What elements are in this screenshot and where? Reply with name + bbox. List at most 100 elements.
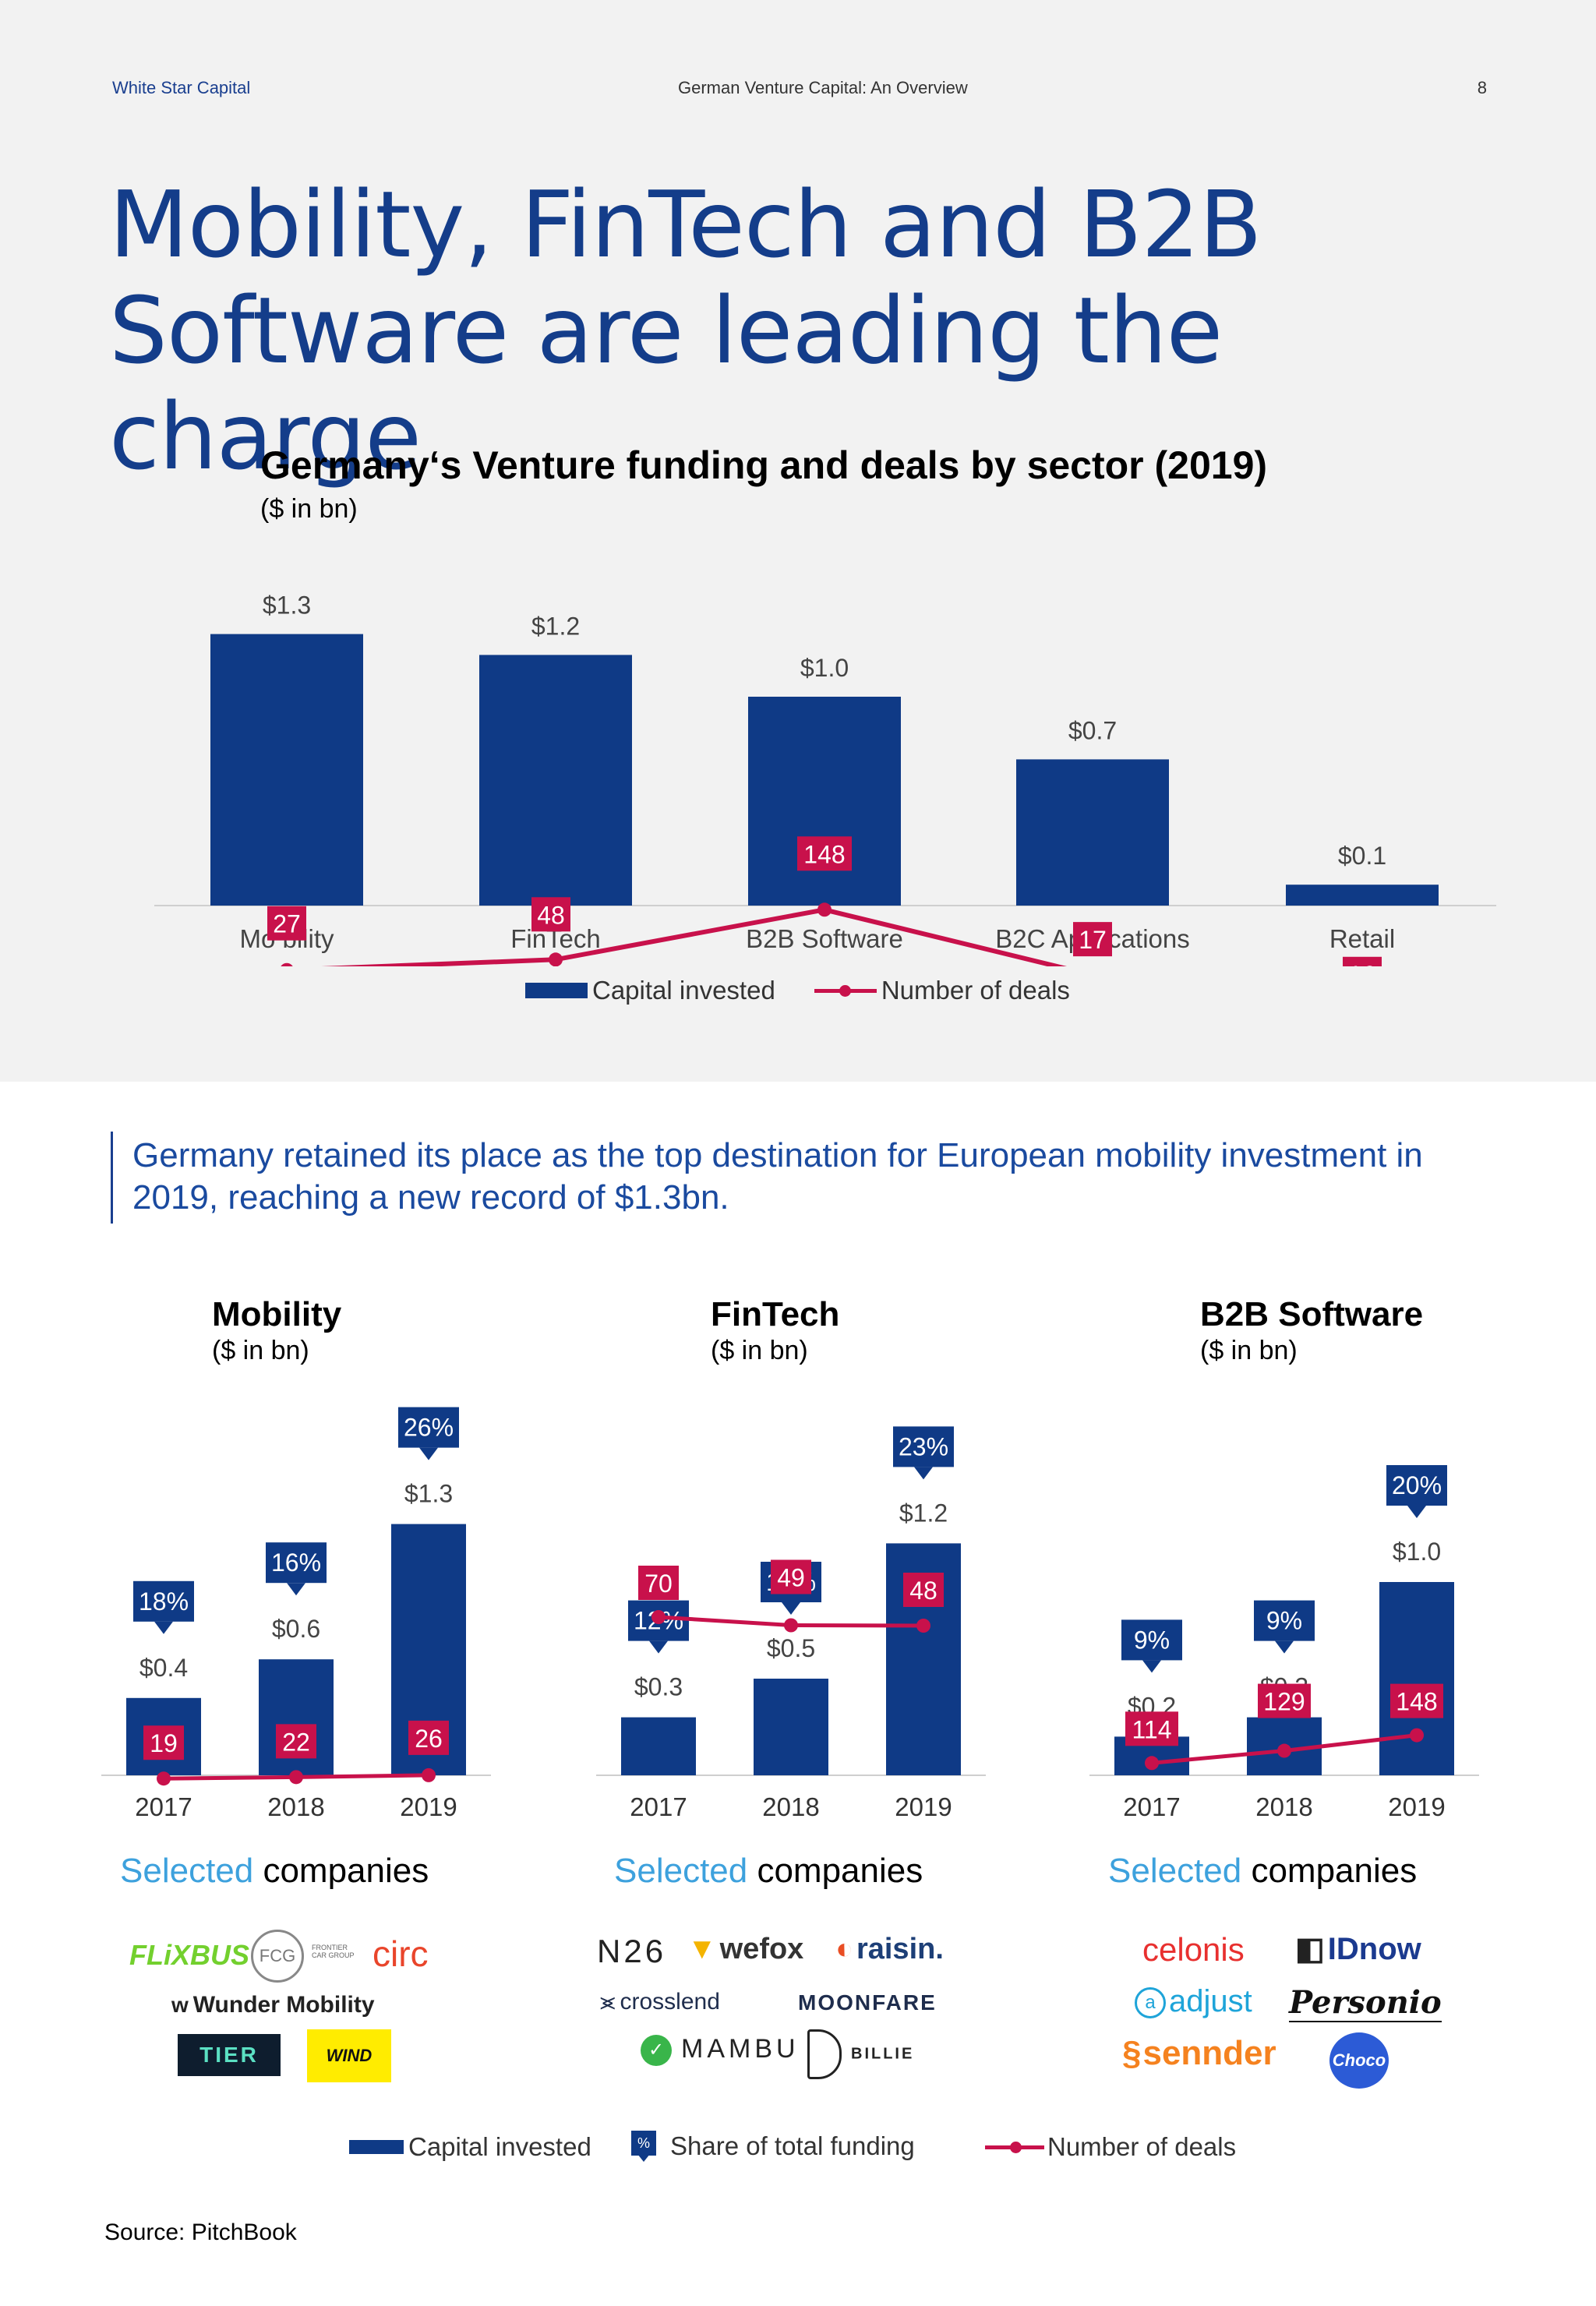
deals-label: 48 [537, 901, 565, 929]
fcg-logo: FCG [251, 1930, 304, 1983]
fintech-selected-heading: Selected companies [614, 1852, 923, 1891]
deals-label-box [638, 1566, 679, 1600]
b2b-logos: celonis ◧ IDnow a adjust Personio §sennder… [1119, 1917, 1446, 2089]
share-label: 26% [404, 1414, 454, 1442]
legend-share: % Share of total funding [631, 2131, 915, 2162]
idnow-logo: ◧ IDnow [1295, 1931, 1421, 1967]
deals-label-box [1073, 922, 1112, 957]
b2b-subtitle: ($ in bn) [1200, 1336, 1298, 1365]
selected-suffix: companies [747, 1852, 923, 1890]
deals-point-0 [281, 962, 293, 966]
bar-1 [754, 1679, 828, 1775]
share-callout-icon: % [631, 2131, 656, 2162]
bar-value-label: $0.6 [272, 1615, 320, 1643]
year-label: 2017 [630, 1792, 687, 1821]
share-callout-box [266, 1542, 327, 1584]
crosslend-mark-icon: ⪤ [600, 1989, 616, 2015]
legend-line-label: Number of deals [1047, 2132, 1237, 2161]
share-callout-tip [419, 1447, 438, 1460]
mambu-logo: ✓ MAMBU [641, 2034, 800, 2067]
frontier-car-group-logo: FRONTIER CAR GROUP [312, 1944, 355, 1959]
share-callout-tip [1275, 1640, 1294, 1654]
wunder-mobility-name: Wunder Mobility [192, 1992, 375, 2018]
legend-bar-label: Capital invested [592, 976, 775, 1005]
year-label: 2019 [1388, 1792, 1445, 1821]
bar-value-label: $1.0 [800, 654, 849, 682]
year-label: 2017 [135, 1792, 192, 1821]
legend-deals: Number of deals [985, 2132, 1236, 2162]
selected-highlight: Selected [1108, 1852, 1242, 1890]
raisin-mark-icon: ◐ [835, 1933, 853, 1965]
billie-mark-icon [807, 2029, 842, 2079]
page-number: 8 [1477, 78, 1487, 97]
bar-2 [1379, 1582, 1454, 1775]
deals-label-box [143, 1725, 184, 1760]
document-title: German Venture Capital: An Overview [678, 78, 968, 97]
circ-logo: circ [373, 1933, 429, 1974]
legend-line-swatch [814, 983, 877, 998]
share-callout-tip [154, 1621, 173, 1634]
bar-value-label: $1.2 [531, 612, 580, 640]
share-callout-symbol: % [631, 2131, 656, 2156]
selected-suffix: companies [1241, 1852, 1418, 1890]
mambu-mark-icon: ✓ [641, 2035, 672, 2067]
wefox-logo: ▼ wefox [687, 1933, 803, 1966]
deals-label: 70 [644, 1570, 673, 1598]
deals-label-box [903, 1573, 944, 1607]
billie-logo: BILLIE [807, 2029, 914, 2079]
share-label: 9% [1266, 1607, 1302, 1635]
deals-label: 27 [273, 910, 301, 938]
bar-value-label: $0.4 [139, 1654, 188, 1682]
share-callout-tip [287, 1583, 305, 1596]
deals-label-box [1125, 1711, 1178, 1746]
deals-label: 148 [1396, 1688, 1437, 1716]
crosslend-logo: ⪤ crosslend [600, 1989, 720, 2015]
legend-bar-swatch [525, 983, 588, 998]
legend-line-label: Number of deals [881, 976, 1070, 1005]
bar-3 [1016, 759, 1169, 906]
sennder-mark-icon: § [1122, 2034, 1142, 2072]
chart-subtitle: ($ in bn) [260, 494, 358, 524]
bar-1 [479, 655, 632, 906]
deals-point-0 [651, 1610, 666, 1624]
wefox-name: wefox [719, 1933, 804, 1965]
n26-logo: N26 [597, 1933, 667, 1969]
legend-line-swatch [985, 2139, 1044, 2155]
billie-name: BILLIE [851, 2045, 915, 2063]
year-label: 2018 [1255, 1792, 1312, 1821]
deals-label: 22 [282, 1728, 310, 1756]
fintech-subtitle: ($ in bn) [711, 1336, 808, 1365]
mobility-chart: $0.4 2017 18% $0.6 2018 16% $1.3 2019 26% 19 22 26 [101, 1407, 491, 1821]
wind-logo: WIND [307, 2029, 391, 2082]
year-label: 2018 [267, 1792, 324, 1821]
deals-point-0 [157, 1771, 171, 1786]
deals-label: 129 [1263, 1688, 1305, 1716]
legend-capital: Capital invested [349, 2132, 591, 2162]
highlight-quote: Germany retained its place as the top de… [132, 1136, 1423, 1217]
bar-value-label: $1.3 [404, 1480, 453, 1508]
share-label: 16% [271, 1549, 321, 1577]
deals-label-box [408, 1720, 449, 1755]
deals-label: 16 [1348, 961, 1376, 966]
adjust-logo: a adjust [1135, 1984, 1252, 2019]
deals-label: 17 [1079, 926, 1107, 954]
share-callout-tip [1407, 1506, 1426, 1518]
choco-logo: Choco [1329, 2032, 1389, 2089]
share-callout-box [1386, 1465, 1447, 1506]
share-label: 23% [899, 1432, 948, 1460]
bar-value-label: $0.3 [634, 1673, 683, 1701]
share-label: 9% [1134, 1626, 1170, 1654]
personio-logo: Personio [1289, 1984, 1442, 2022]
flixbus-logo: FLiXBUS [129, 1939, 250, 1971]
mambu-name: MAMBU [681, 2034, 800, 2064]
share-callout-tip [637, 2154, 650, 2162]
selected-highlight: Selected [614, 1852, 748, 1890]
category-label: Retail [1329, 924, 1395, 953]
deals-point-1 [784, 1618, 798, 1633]
raisin-logo: ◐ raisin. [835, 1933, 944, 1966]
bar-0 [210, 634, 363, 906]
deals-label-box [1258, 1683, 1311, 1718]
top-section: White Star Capital German Venture Capita… [0, 0, 1596, 1082]
mobility-subtitle: ($ in bn) [212, 1336, 309, 1365]
